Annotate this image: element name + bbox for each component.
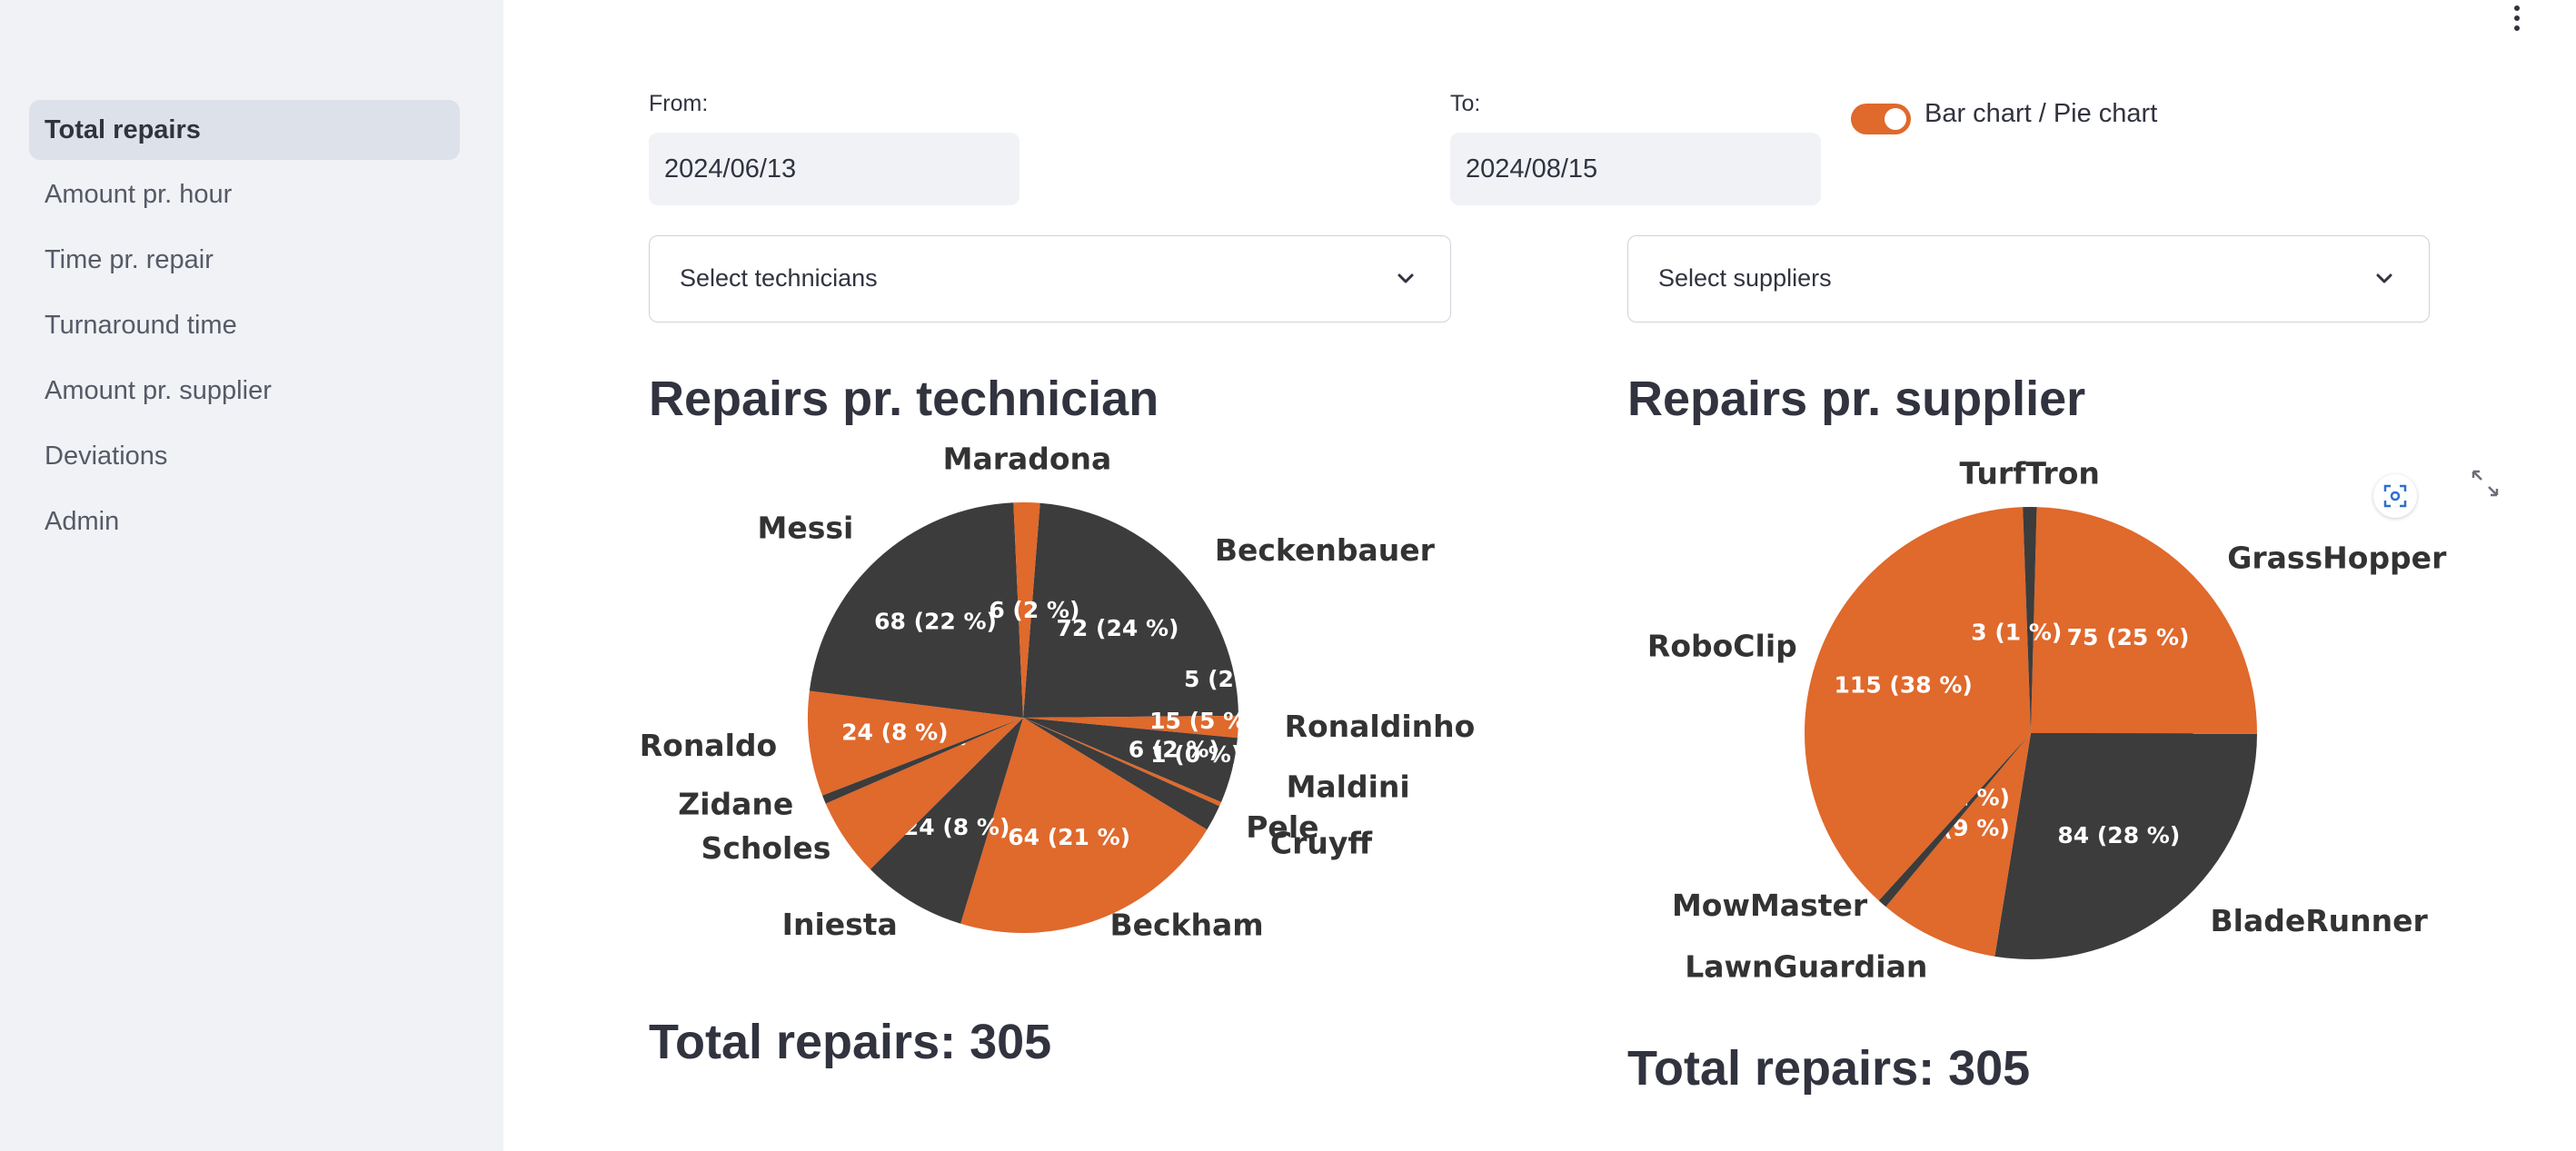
pie-label-roboclip: RoboClip	[1647, 628, 1797, 663]
sidebar-item-amount-pr-hour[interactable]: Amount pr. hour	[45, 180, 233, 209]
pie-slice-pele	[1023, 718, 1222, 807]
pie-label-grasshopper: GrassHopper	[2227, 540, 2447, 575]
pie-value-roboclip: 115 (38 %)	[1835, 672, 1973, 699]
suppliers-chart-title: Repairs pr. supplier	[1627, 372, 2086, 426]
technicians-select[interactable]: Select technicians	[649, 235, 1451, 322]
technicians-select-placeholder: Select technicians	[680, 264, 878, 292]
pie-slice-maradona	[1013, 502, 1040, 718]
pie-label-zidane: Zidane	[678, 786, 793, 821]
toggle-knob	[1885, 108, 1906, 130]
suppliers-select-placeholder: Select suppliers	[1658, 264, 1832, 292]
pie-value-cruyff: 6 (2 %)	[1129, 736, 1219, 762]
pie-label-beckham: Beckham	[1109, 908, 1263, 943]
from-date-input[interactable]	[649, 133, 1019, 205]
technicians-pie-chart: Beckenbauer 72 (24 %) Ronaldinho 5 (2 %) Mal…	[640, 442, 1476, 943]
pie-value-beckham: 64 (21 %)	[1008, 824, 1130, 850]
sidebar-item-turnaround-time[interactable]: Turnaround time	[45, 311, 237, 340]
suppliers-pie-chart: GrassHopper 75 (25 %) BladeRunner 84 (28 %)…	[1647, 456, 2447, 985]
pie-slice-roboclip	[1804, 507, 2031, 901]
pie-slice-maldini	[1023, 718, 1238, 802]
chevron-down-icon	[2376, 273, 2392, 283]
pie-value-grasshopper: 75 (25 %)	[2067, 624, 2190, 650]
pie-label-bladerunner: BladeRunner	[2211, 903, 2429, 938]
to-label: To:	[1450, 91, 1481, 116]
pie-value-maldini: 15 (5 %)	[1149, 708, 1257, 734]
pie-slice-zidane	[821, 718, 1023, 804]
pie-label-iniesta: Iniesta	[782, 907, 898, 942]
chart-type-toggle[interactable]	[1851, 104, 1911, 134]
chart-type-toggle-label: Bar chart / Pie chart	[1925, 99, 2158, 128]
sidebar-item-deviations[interactable]: Deviations	[45, 442, 168, 471]
pie-slice-lawnguardian	[1885, 733, 2031, 957]
pie-value-ronaldinho: 5 (2 %)	[1184, 666, 1275, 692]
pie-slice-turftron	[2023, 507, 2037, 733]
sidebar-item-amount-pr-supplier[interactable]: Amount pr. supplier	[45, 376, 272, 405]
pie-slice-messi	[809, 502, 1023, 718]
pie-label-pele: Pele	[1246, 809, 1318, 845]
from-label: From:	[649, 91, 709, 116]
sidebar-item-total-repairs[interactable]: Total repairs	[29, 100, 460, 160]
pie-value-beckenbauer: 72 (24 %)	[1057, 615, 1179, 641]
to-date-input[interactable]	[1450, 133, 1821, 205]
pie-slice-beckham	[960, 718, 1208, 933]
technicians-chart-title: Repairs pr. technician	[649, 372, 1159, 426]
pie-slice-ronaldo	[808, 690, 1023, 796]
suppliers-select[interactable]: Select suppliers	[1627, 235, 2430, 322]
sidebar-item-time-pr-repair[interactable]: Time pr. repair	[45, 245, 214, 274]
pie-label-turftron: TurfTron	[1960, 456, 2100, 491]
sidebar-item-admin[interactable]: Admin	[45, 507, 120, 536]
suppliers-total-repairs: Total repairs: 305	[1627, 1041, 2031, 1096]
pie-label-maradona: Maradona	[943, 442, 1112, 477]
pie-slice-grasshopper	[2031, 507, 2257, 734]
pie-slice-ronaldinho	[1023, 715, 1238, 739]
sidebar: Total repairs Amount pr. hour Time pr. r…	[0, 0, 503, 1151]
pie-slice-beckenbauer	[1023, 502, 1238, 718]
pie-label-scholes: Scholes	[701, 830, 831, 866]
pie-label-ronaldinho: Ronaldinho	[1285, 709, 1476, 744]
pie-value-messi: 68 (22 %)	[874, 609, 997, 635]
pie-slice-bladerunner	[1994, 733, 2257, 959]
pie-value-bladerunner: 84 (28 %)	[2057, 822, 2180, 848]
pie-label-ronaldo: Ronaldo	[640, 728, 777, 763]
pie-value-turftron: 3 (1 %)	[1971, 620, 2062, 646]
pie-slice-scholes	[825, 718, 1023, 869]
pie-value-maradona: 6 (2 %)	[989, 597, 1079, 623]
pie-label-lawnguardian: LawnGuardian	[1685, 949, 1927, 985]
pie-label-maldini: Maldini	[1287, 769, 1410, 804]
technicians-total-repairs: Total repairs: 305	[649, 1015, 1052, 1069]
pie-label-mowmaster: MowMaster	[1672, 888, 1868, 923]
pie-slice-cruyff	[1023, 718, 1220, 830]
expand-icon[interactable]	[2470, 468, 2501, 499]
pie-label-beckenbauer: Beckenbauer	[1215, 532, 1436, 568]
pie-slice-iniesta	[870, 718, 1023, 924]
kebab-menu-icon[interactable]	[2508, 5, 2526, 38]
pie-label-cruyff: Cruyff	[1270, 825, 1373, 860]
pie-slice-mowmaster	[1878, 733, 2031, 908]
pie-label-messi: Messi	[758, 511, 854, 546]
pie-value-ronaldo: 24 (8 %)	[841, 719, 949, 745]
chevron-down-icon	[1397, 273, 1414, 283]
fullscreen-icon[interactable]	[2373, 474, 2417, 518]
pie-value-pele: 1 (0 %)	[1150, 741, 1241, 768]
